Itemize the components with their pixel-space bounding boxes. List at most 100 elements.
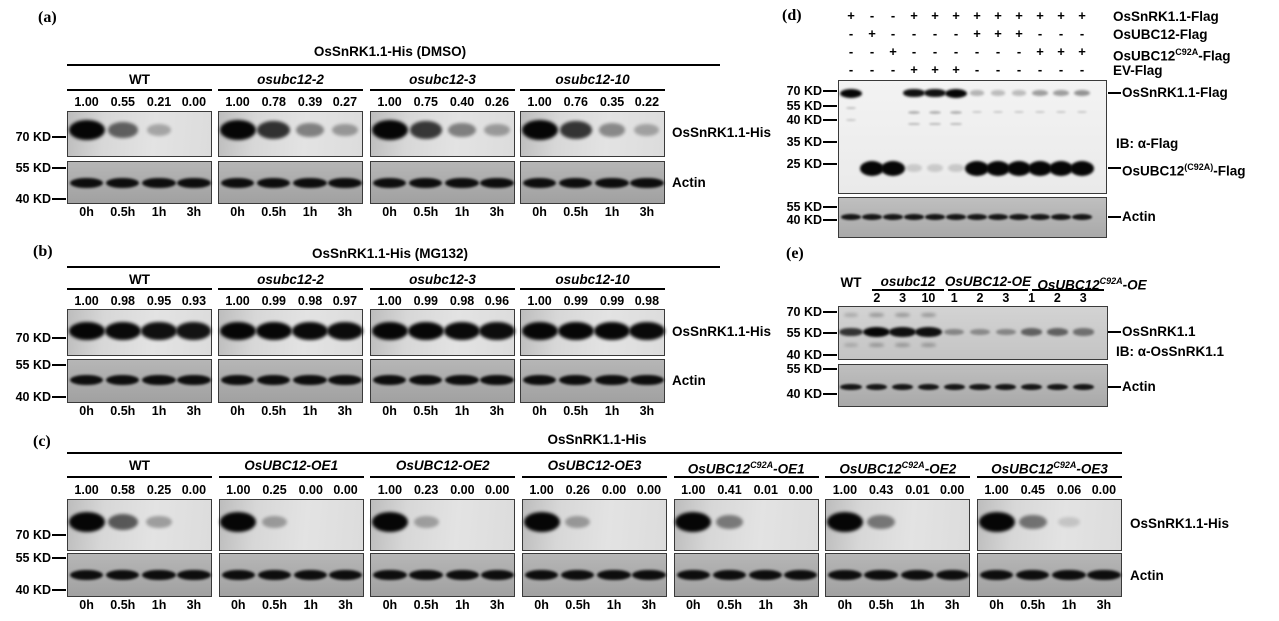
time-label: 3h — [186, 205, 202, 219]
quant-value: 0.99 — [563, 294, 588, 308]
band-actin — [1030, 214, 1050, 220]
time-label: 0h — [382, 205, 397, 219]
time-label: 1h — [758, 598, 774, 612]
band-nonspecific — [1013, 110, 1025, 114]
band-ubc-flag — [1007, 160, 1031, 176]
quant-value: 0.00 — [485, 483, 510, 497]
band-target — [68, 512, 105, 532]
band-actin — [373, 569, 407, 581]
band-snrk — [970, 328, 990, 336]
group-name-b-1-pre: osubc12-2 — [257, 272, 324, 287]
quant-value: 1.00 — [832, 483, 858, 497]
quant-value: 0.00 — [1091, 483, 1117, 497]
marker-a-2-tick — [52, 198, 66, 200]
quant-value: 0.55 — [110, 95, 135, 109]
group-name-e-1: OsUBC12-OE — [945, 274, 1031, 289]
band-target — [146, 515, 172, 529]
band-ubc-flag — [881, 160, 905, 176]
time-label: 1h — [303, 598, 319, 612]
group-underline — [218, 476, 364, 478]
time-label: 1h — [151, 404, 167, 418]
quant-value: 0.00 — [788, 483, 813, 497]
band-smear — [869, 313, 885, 317]
band-actin — [372, 177, 407, 189]
quant-value: 0.25 — [146, 483, 172, 497]
band-target — [565, 515, 591, 529]
quant-value: 0.98 — [297, 294, 323, 308]
band-actin — [783, 569, 818, 581]
lane-sign: - — [1037, 26, 1043, 41]
band-target — [867, 514, 895, 530]
band-snrk — [838, 327, 864, 337]
band-nonspecific — [1076, 110, 1088, 114]
lane-sign: + — [1015, 26, 1023, 41]
lane-number: 2 — [976, 291, 984, 305]
group-name-c-4-sup: C92A — [750, 460, 774, 470]
group-name-c-2: OsUBC12-OE2 — [396, 458, 490, 473]
band-actin — [559, 177, 593, 189]
marker-c-2: 40 KD — [15, 583, 51, 597]
group-name-e-2-post: -OE — [1122, 277, 1147, 293]
quant-value: 1.00 — [225, 294, 250, 308]
time-label: 0.5h — [110, 598, 136, 612]
group-name-a-1-pre: osubc12-2 — [257, 72, 324, 87]
quant-value: 1.00 — [377, 294, 402, 308]
band-nonspecific — [929, 110, 941, 114]
band-actin — [979, 569, 1014, 581]
quant-value: 0.25 — [262, 483, 287, 497]
band-target — [521, 120, 558, 140]
band-actin — [866, 383, 888, 391]
panel-headline-a — [67, 64, 720, 66]
quant-value: 0.98 — [449, 294, 475, 308]
band-target — [407, 322, 444, 340]
quant-value: 1.00 — [984, 483, 1009, 497]
band-target — [107, 514, 138, 530]
construct-label-2-sup: C92A — [1175, 47, 1199, 57]
group-underline — [370, 476, 516, 478]
band-ubc-flag — [906, 163, 922, 172]
band-target — [634, 123, 660, 137]
lane-number: 3 — [1002, 291, 1010, 305]
time-label: 1h — [151, 598, 167, 612]
marker-b-1-tick — [52, 364, 66, 366]
band-target — [413, 515, 439, 529]
band-ubc-flag — [1049, 160, 1073, 176]
lane-sign: + — [994, 26, 1002, 41]
time-label: 0h — [382, 404, 397, 418]
group-name-e-1-pre: OsUBC12-OE — [944, 274, 1032, 289]
lane-sign: - — [848, 26, 854, 41]
band-label-snrk: OsSnRK1.1 — [1122, 324, 1196, 339]
lane-sign: + — [1036, 44, 1044, 59]
lane-sign: - — [890, 26, 896, 41]
blot-label-actin-a: Actin — [672, 175, 706, 190]
band-actin — [409, 374, 443, 386]
band-actin — [220, 374, 255, 386]
quant-value: 0.75 — [413, 95, 438, 109]
group-underline — [218, 288, 363, 290]
band-actin — [69, 569, 104, 581]
panel-label-c: (c) — [33, 433, 51, 450]
group-name-e-2: OsUBC12C92A-OE — [1037, 274, 1146, 293]
quant-value: 0.99 — [413, 294, 438, 308]
time-label: 1h — [455, 598, 470, 612]
marker-e-main-2-tick — [823, 354, 837, 356]
band-target — [484, 123, 510, 137]
band-actin — [177, 177, 211, 189]
lane-number: 1 — [1028, 291, 1036, 305]
marker-a-1: 55 KD — [15, 161, 51, 175]
band-actin — [177, 569, 211, 581]
time-label: 3h — [337, 404, 353, 418]
panel-title-c: OsSnRK1.1-His — [547, 432, 647, 447]
marker-d-main-3-tick — [823, 141, 837, 143]
group-name-b-2-pre: osubc12-3 — [409, 272, 476, 287]
panel-title-b: OsSnRK1.1-His (MG132) — [311, 246, 469, 261]
band-target — [1018, 514, 1047, 530]
quant-value: 0.22 — [634, 95, 660, 109]
band-snrk-flag — [945, 88, 967, 98]
blot-label-actin-c: Actin — [1130, 568, 1164, 583]
time-label: 0.5h — [413, 598, 439, 612]
lane-sign: - — [995, 62, 1001, 77]
group-name-b-3-pre: osubc12-10 — [555, 272, 630, 287]
ib-label-d: IB: α-Flag — [1116, 136, 1179, 151]
marker-d-main-1: 55 KD — [786, 99, 822, 113]
